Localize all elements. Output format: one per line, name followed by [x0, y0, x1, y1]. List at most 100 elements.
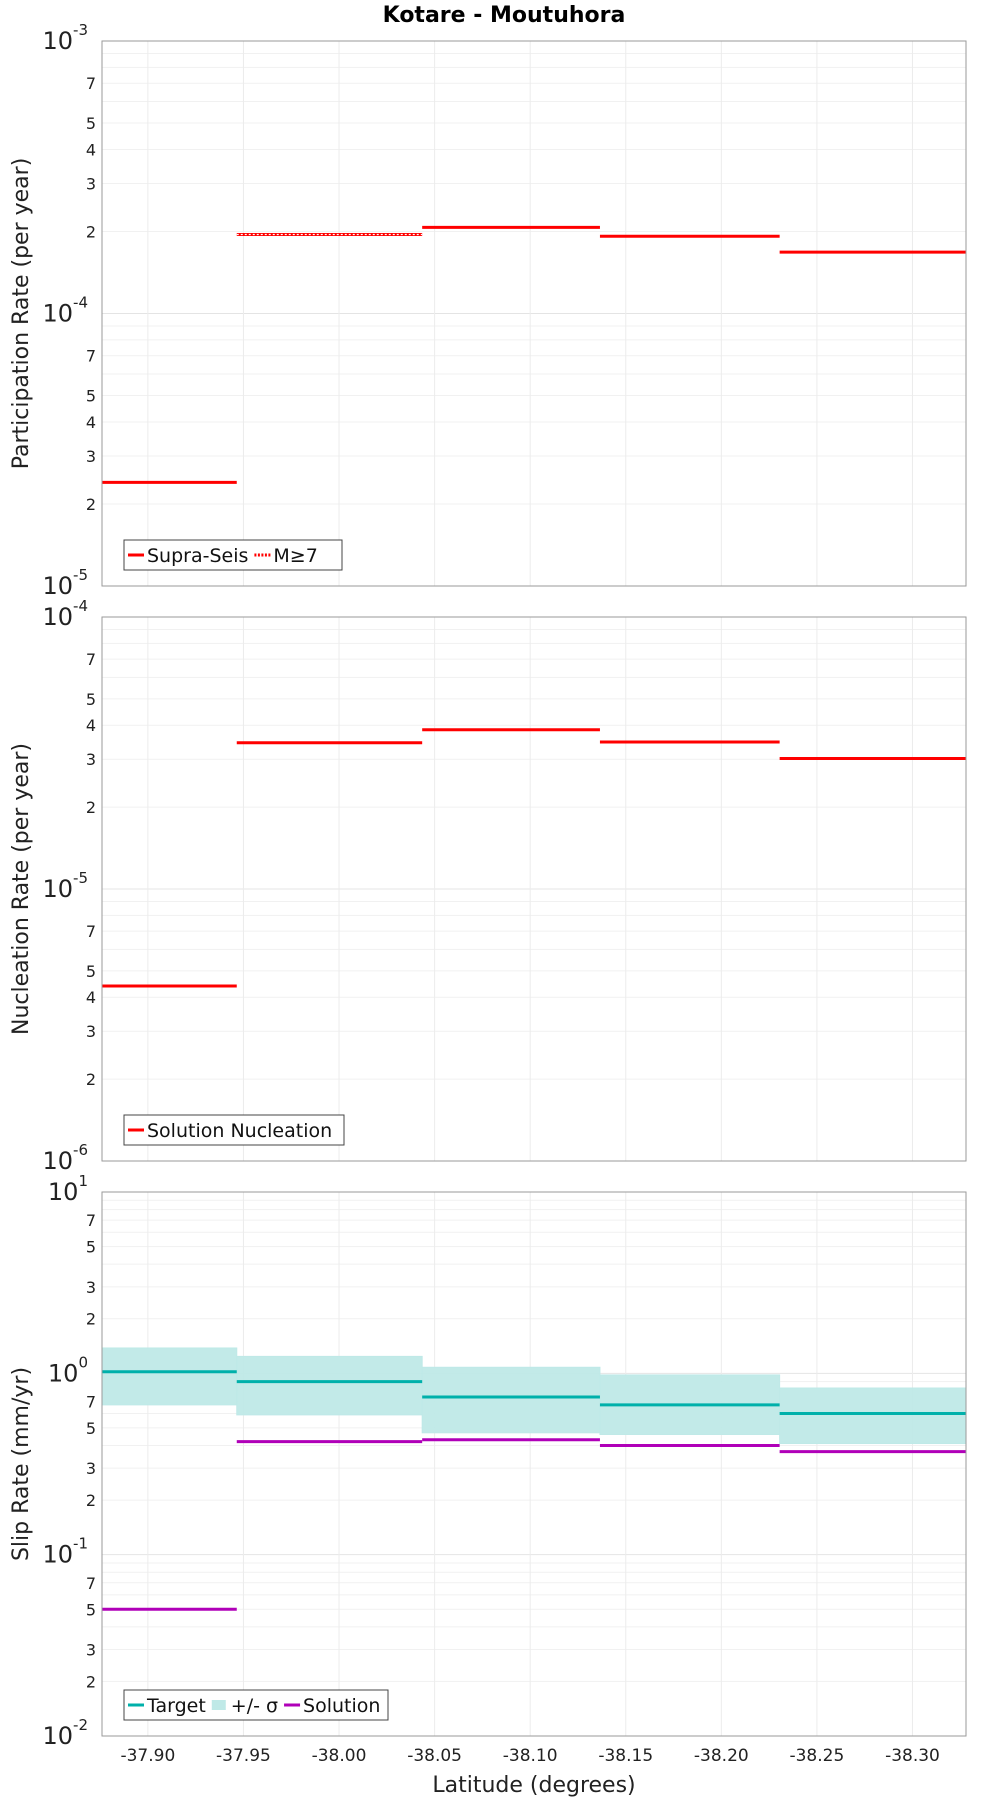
y-tick-base: 10 [42, 27, 73, 55]
y-axis-label: Nucleation Rate (per year) [9, 743, 34, 1035]
y-minor-tick-label: 2 [86, 1310, 96, 1329]
legend-item: M≥7 [254, 545, 318, 567]
y-axis-label: Participation Rate (per year) [9, 158, 34, 470]
y-tick-exponent: -2 [73, 1716, 88, 1734]
legend: Solution Nucleation [123, 1114, 345, 1146]
y-tick-base: 10 [42, 1147, 73, 1175]
y-minor-tick-label: 4 [86, 716, 96, 735]
y-minor-tick-label: 4 [86, 140, 96, 159]
legend: Supra-Seis M≥7 [123, 539, 343, 571]
y-minor-tick-label: 5 [86, 1600, 96, 1619]
y-major-tick-label: 10-4 [42, 597, 88, 631]
y-tick-base: 10 [48, 1178, 79, 1206]
legend-item: Target [128, 1695, 206, 1717]
x-axis-label: Latitude (degrees) [432, 1773, 635, 1798]
y-minor-tick-label: 2 [86, 1491, 96, 1510]
sigma-band [779, 1387, 967, 1445]
y-axis-label: Slip Rate (mm/yr) [9, 1367, 34, 1561]
legend-label: Solution [303, 1695, 380, 1717]
y-tick-exponent: -5 [73, 869, 88, 887]
y-minor-tick-label: 2 [86, 1672, 96, 1691]
x-tick-label: -38.25 [789, 1746, 844, 1766]
sigma-band [101, 1347, 238, 1406]
legend-swatch [211, 1700, 226, 1710]
series-target [102, 1370, 966, 1416]
legend-box [123, 539, 343, 571]
y-major-tick-label: 10-5 [42, 566, 88, 600]
y-tick-exponent: -3 [73, 21, 88, 39]
y-minor-tick-label: 3 [86, 1459, 96, 1478]
y-minor-tick-label: 5 [86, 114, 96, 133]
legend-item: Solution Nucleation [128, 1120, 332, 1142]
y-minor-tick-label: 3 [86, 174, 96, 193]
y-minor-tick-label: 7 [86, 1392, 96, 1411]
y-minor-tick-label: 3 [86, 447, 96, 466]
y-minor-tick-label: 7 [86, 650, 96, 669]
x-tick-label: -38.05 [407, 1746, 462, 1766]
legend-label: +/- σ [231, 1695, 278, 1717]
plot-area [102, 1192, 966, 1736]
y-minor-tick-label: 7 [86, 74, 96, 93]
sigma-band [236, 1355, 423, 1416]
x-tick-label: -38.20 [694, 1746, 749, 1766]
y-minor-tick-label: 5 [86, 690, 96, 709]
y-tick-exponent: -4 [73, 294, 88, 312]
y-tick-exponent: -4 [73, 597, 88, 615]
x-tick-label: -38.10 [503, 1746, 558, 1766]
y-tick-exponent: -6 [73, 1141, 88, 1159]
legend-label: M≥7 [273, 545, 317, 567]
y-minor-tick-label: 5 [86, 387, 96, 406]
y-major-tick-label: 10-6 [42, 1141, 88, 1175]
y-minor-tick-label: 2 [86, 798, 96, 817]
legend-label: Target [146, 1695, 206, 1717]
y-tick-base: 10 [42, 572, 73, 600]
x-axis-ticks: -37.90 -37.95 -38.00 -38.05 -38.10 -38.15 -38.… [120, 1746, 939, 1766]
plot-frame [101, 1191, 967, 1737]
y-minor-tick-label: 5 [86, 1238, 96, 1257]
y-tick-base: 10 [42, 1722, 73, 1750]
sigma-band [421, 1366, 601, 1434]
legend-item: +/- σ [211, 1695, 278, 1717]
legend-box [123, 1689, 389, 1721]
y-tick-exponent: 0 [78, 1353, 88, 1371]
legend-item: Solution [284, 1695, 380, 1717]
x-tick-label: -38.00 [312, 1746, 367, 1766]
plot-frame [101, 40, 967, 587]
y-minor-tick-label: 2 [86, 1070, 96, 1089]
y-tick-base: 10 [42, 300, 73, 328]
y-minor-tick-label: 4 [86, 988, 96, 1007]
y-major-tick-label: 10-4 [42, 294, 88, 328]
y-minor-tick-label: 4 [86, 413, 96, 432]
y-minor-tick-label: 7 [86, 347, 96, 366]
legend-item: Supra-Seis [128, 545, 248, 567]
y-minor-tick-label: 7 [86, 1211, 96, 1230]
y-minor-tick-label: 3 [86, 1278, 96, 1297]
y-minor-tick-label: 3 [86, 1022, 96, 1041]
y-minor-tick-label: 3 [86, 750, 96, 769]
plot-frame [101, 616, 967, 1162]
y-tick-exponent: -1 [73, 1535, 88, 1553]
y-major-tick-label: 100 [48, 1353, 88, 1387]
y-minor-tick-label: 5 [86, 962, 96, 981]
chart-title: Kotare - Moutuhora [383, 3, 626, 28]
y-minor-tick-label: 7 [86, 1574, 96, 1593]
y-tick-base: 10 [42, 1541, 73, 1569]
legend-label: Solution Nucleation [147, 1120, 332, 1142]
x-tick-label: -37.90 [120, 1746, 175, 1766]
y-minor-tick-label: 7 [86, 922, 96, 941]
y-minor-tick-label: 5 [86, 1419, 96, 1438]
y-minor-tick-label: 2 [86, 495, 96, 514]
y-tick-base: 10 [42, 603, 73, 631]
y-major-tick-label: 101 [48, 1172, 88, 1206]
y-tick-exponent: 1 [78, 1172, 88, 1190]
y-tick-base: 10 [48, 1359, 79, 1387]
legend-box [123, 1114, 345, 1146]
x-tick-label: -38.15 [598, 1746, 653, 1766]
y-major-tick-label: 10-5 [42, 869, 88, 903]
series-solution [102, 1438, 966, 1611]
y-tick-exponent: -5 [73, 566, 88, 584]
